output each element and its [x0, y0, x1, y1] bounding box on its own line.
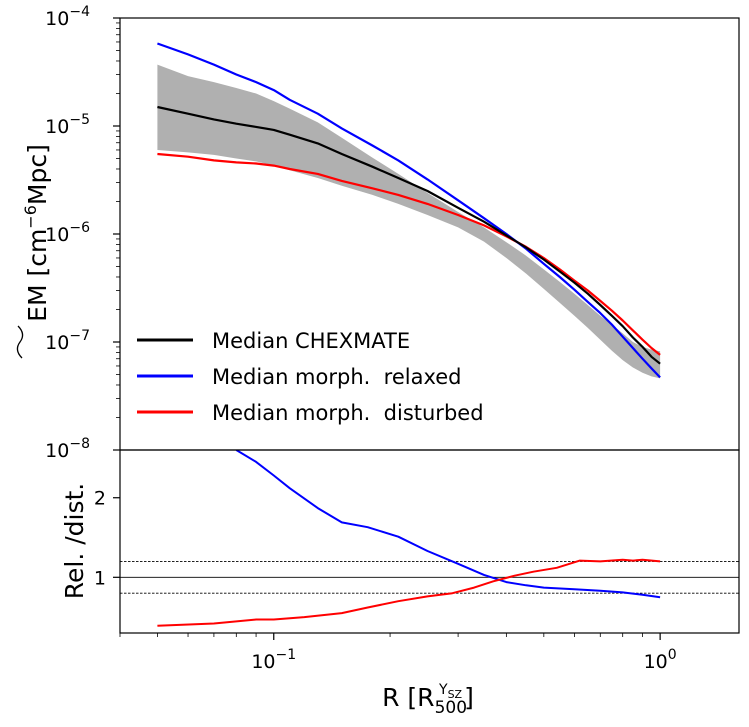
top-ytick-label: 10−8: [45, 436, 90, 462]
legend-label-relaxed: Median morph. relaxed: [212, 365, 462, 389]
xtick-label: 10−1: [251, 647, 296, 673]
bottom-ytick-label: 2: [94, 488, 106, 510]
top-panel: 10−4 10−5 10−6 10−7 10−8 Median CHEXMATE Med…: [16, 4, 740, 462]
legend: Median CHEXMATE Median morph. relaxed Me…: [137, 329, 484, 425]
top-ylabel: EM [cm−6Mpc]: [16, 144, 52, 359]
median-disturbed-line: [157, 152, 661, 356]
xtick-label: 100: [644, 647, 677, 673]
top-ytick-label: 10−6: [45, 220, 90, 246]
median-relaxed-line: [157, 42, 661, 379]
top-ytick-label: 10−5: [45, 112, 90, 138]
bottom-ylabel: Rel. /dist.: [60, 483, 89, 599]
bottom-panel: 1 2 10−1 100 Rel. /dist. R [R500YSZ]: [60, 449, 740, 718]
bottom-ytick-label: 1: [94, 567, 106, 589]
median-chexmate-line: [157, 105, 661, 365]
top-ytick-label: 10−4: [45, 4, 90, 30]
relaxed-ratio-line: [235, 450, 661, 599]
svg-text:EM [cm−6Mpc]: EM [cm−6Mpc]: [21, 144, 52, 322]
legend-label-chexmate: Median CHEXMATE: [212, 329, 410, 353]
dispersion-band: [157, 64, 661, 379]
bottom-xlabel: R [R500YSZ]: [382, 682, 474, 718]
top-ytick-label: 10−7: [45, 328, 90, 354]
bottom-axes-frame: [119, 449, 740, 634]
legend-label-disturbed: Median morph. disturbed: [212, 401, 484, 425]
disturbed-ratio-line: [157, 558, 661, 627]
